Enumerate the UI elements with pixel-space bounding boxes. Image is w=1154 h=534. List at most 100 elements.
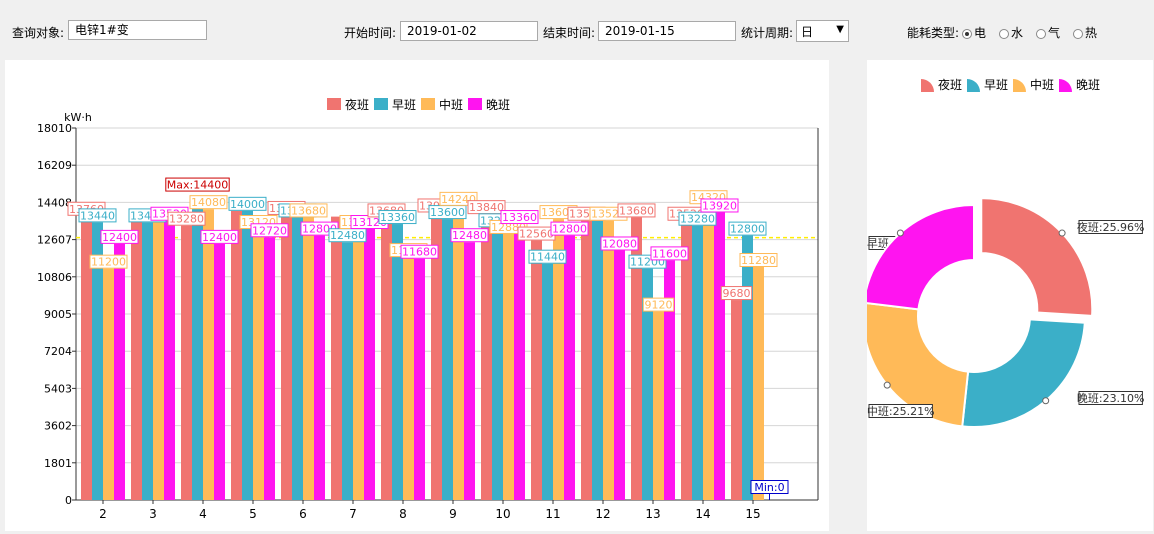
bar — [131, 219, 142, 500]
legend-item: 晚班 — [486, 98, 510, 112]
x-tick-label: 6 — [299, 507, 307, 521]
bar — [503, 233, 514, 501]
data-label-box — [450, 228, 489, 243]
end-date-input[interactable]: 2019-01-15 — [598, 21, 736, 41]
radio-icon — [1036, 28, 1046, 39]
x-tick-label: 5 — [249, 507, 257, 521]
pie-label: 晚班:23.10% — [1077, 392, 1145, 405]
bar — [264, 237, 275, 500]
bar — [253, 229, 264, 500]
y-tick-label: 10806 — [37, 271, 72, 284]
x-tick-label: 10 — [495, 507, 510, 521]
bar — [364, 229, 375, 500]
data-label: 14000 — [230, 198, 265, 211]
x-tick-label: 11 — [545, 507, 560, 521]
data-label: 12800 — [302, 223, 337, 236]
bar — [542, 263, 553, 500]
pie-slice — [961, 318, 1086, 428]
bar — [442, 219, 453, 500]
data-label: 11440 — [530, 251, 565, 264]
legend-item: 夜班 — [938, 77, 962, 92]
bar — [403, 257, 414, 500]
period-select[interactable]: 日 ▼ — [796, 20, 849, 42]
y-tick-label: 7204 — [44, 345, 72, 358]
bar-chart: 夜班 早班 中班 晚班 0 1801 3602 5403 7204 9005 10806 12607 1… — [37, 97, 819, 521]
bar — [242, 210, 253, 500]
legend-swatch — [327, 98, 341, 110]
x-tick-label: 12 — [595, 507, 610, 521]
period-select-value: 日 — [801, 25, 814, 39]
bar — [331, 216, 342, 500]
data-label-box — [600, 236, 639, 251]
pie-label-dot — [1042, 397, 1050, 405]
pie-label-dot — [883, 381, 891, 389]
energy-type-label: 能耗类型: — [907, 26, 960, 40]
energy-radio-water[interactable]: 水 — [999, 24, 1023, 41]
data-label: 11200 — [91, 256, 126, 269]
pie-label-box — [868, 404, 933, 418]
legend-swatch — [967, 79, 980, 92]
bar — [631, 217, 642, 500]
energy-radio-gas[interactable]: 气 — [1036, 24, 1060, 41]
pie-chart: 夜班早班中班晚班夜班:25.96%早班:25.73%中班:25.21%晚班:23… — [862, 77, 1145, 428]
legend-item: 早班 — [984, 78, 1008, 92]
data-label-box — [720, 286, 753, 301]
pie-label-dot — [1058, 229, 1066, 237]
bar — [564, 235, 575, 501]
bar — [353, 229, 364, 500]
data-label: 14240 — [441, 193, 476, 206]
data-label-box — [642, 297, 675, 312]
y-tick-label: 12607 — [37, 234, 72, 247]
data-label: 12400 — [202, 231, 237, 244]
data-label: 13360 — [380, 211, 415, 224]
data-label-box — [528, 249, 567, 264]
bar — [664, 260, 675, 500]
data-label: 12880 — [491, 221, 526, 234]
legend-swatch — [921, 79, 934, 92]
data-label: 13280 — [169, 213, 204, 226]
x-tick-label: 3 — [149, 507, 157, 521]
data-label: 12560 — [519, 228, 554, 241]
y-tick-label: 5403 — [44, 382, 72, 395]
data-label-box — [650, 246, 689, 261]
y-tick-label: 3602 — [44, 420, 72, 433]
bar — [614, 250, 625, 500]
radio-label: 热 — [1085, 26, 1098, 40]
data-label-box — [250, 223, 289, 238]
data-label: 13600 — [430, 206, 465, 219]
energy-radio-heat[interactable]: 热 — [1073, 24, 1097, 41]
y-tick-label: 1801 — [44, 457, 72, 470]
data-label-box — [100, 229, 139, 244]
radio-selected-icon — [962, 28, 972, 39]
y-tick-label: 18010 — [37, 122, 72, 135]
bar — [692, 225, 703, 501]
data-label: 12800 — [552, 223, 587, 236]
radio-label: 气 — [1048, 26, 1061, 40]
data-label: 13360 — [502, 211, 537, 224]
max-marker-box — [165, 177, 230, 192]
bar — [103, 268, 114, 500]
x-tick-label: 14 — [695, 507, 710, 521]
bar — [731, 300, 742, 500]
energy-radio-electric[interactable]: 电 — [962, 24, 986, 41]
pie-label-dot — [896, 229, 904, 237]
bar — [703, 204, 714, 500]
legend-swatch — [1013, 79, 1026, 92]
data-label: 12800 — [730, 223, 765, 236]
data-label: 9120 — [645, 299, 673, 312]
x-tick-label: 13 — [645, 507, 660, 521]
bar — [464, 242, 475, 500]
bar — [653, 311, 664, 500]
legend-swatch — [374, 98, 388, 110]
start-date-input[interactable]: 2019-01-02 — [400, 21, 538, 41]
bar — [203, 209, 214, 500]
bar — [342, 242, 353, 500]
bar-chart-panel: 夜班 早班 中班 晚班 0 1801 3602 5403 7204 9005 10806 12607 1… — [5, 60, 829, 531]
bar — [381, 217, 392, 500]
data-label: 12400 — [102, 231, 137, 244]
data-label-box — [400, 244, 439, 259]
bar — [553, 219, 564, 500]
min-marker: Min:0 — [754, 481, 784, 494]
pie-label: 中班:25.21% — [867, 405, 935, 418]
query-object-input[interactable]: 电锌1#变 — [68, 20, 207, 40]
